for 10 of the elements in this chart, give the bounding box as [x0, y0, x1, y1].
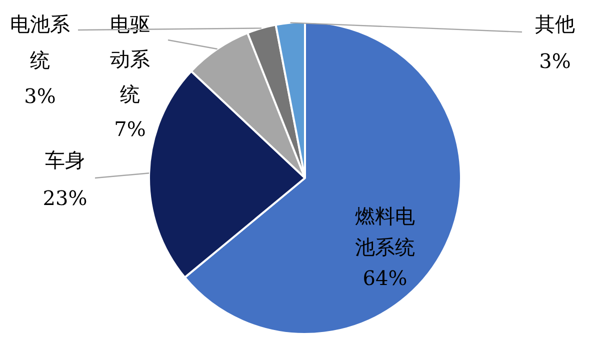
data-label: 3%	[539, 49, 571, 74]
data-label: 64%	[362, 266, 408, 290]
slice-label: 电池系统	[10, 12, 70, 72]
slice-label: 燃料电池系统	[355, 204, 415, 260]
slice-label: 车身	[45, 148, 85, 172]
data-label: 3%	[24, 84, 56, 108]
data-label: 23%	[42, 186, 88, 210]
data-label: 7%	[114, 117, 146, 142]
slice-label: 电驱动系统	[110, 12, 150, 106]
slice-label: 其他	[535, 12, 575, 36]
